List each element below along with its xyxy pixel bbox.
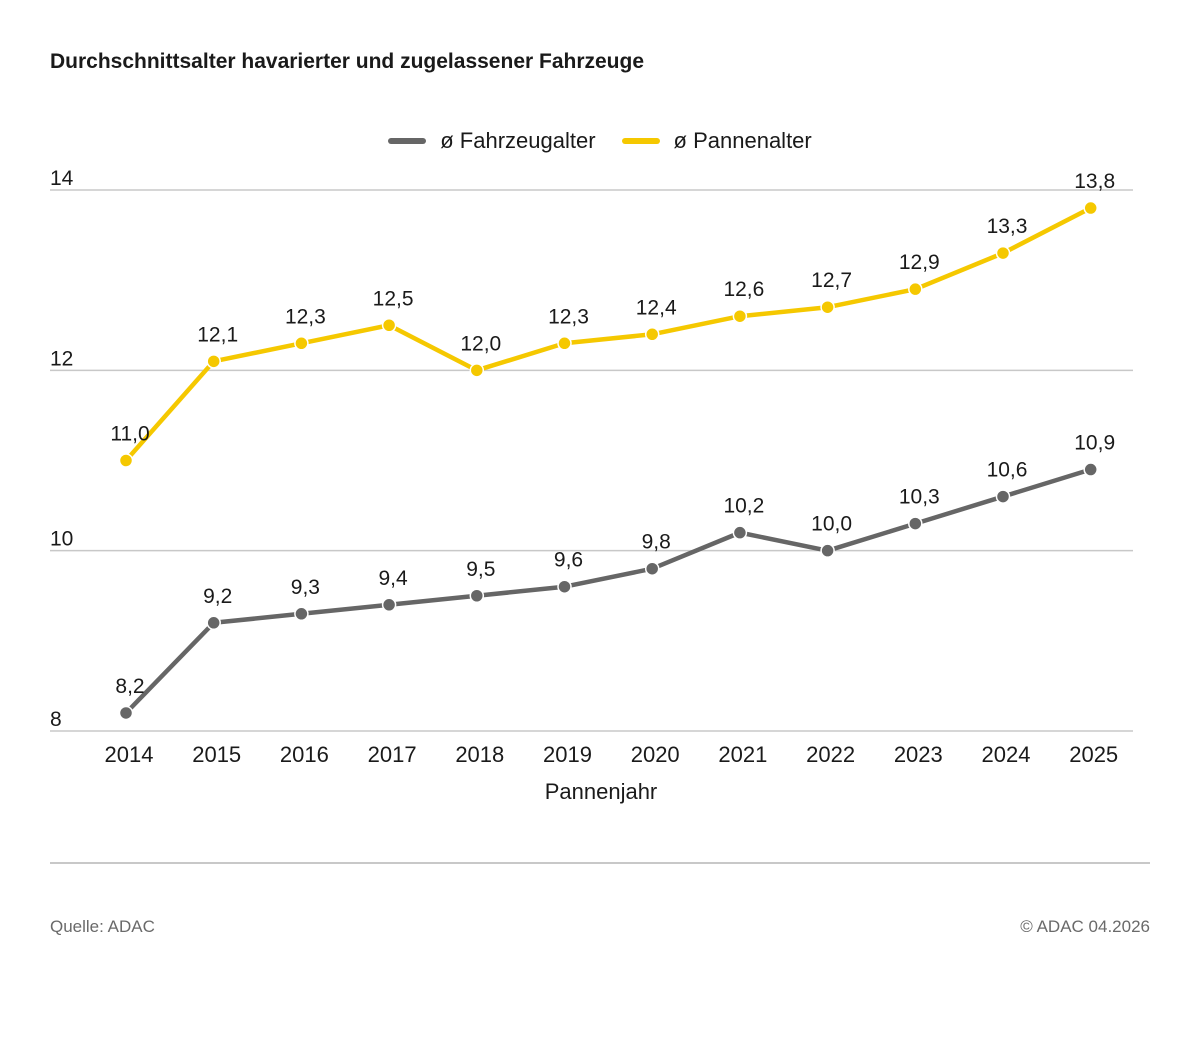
data-label-fahrzeugalter: 9,6 [554, 549, 583, 572]
copyright-note: © ADAC 04.2026 [1020, 917, 1150, 936]
data-point-fahrzeugalter [995, 489, 1011, 504]
data-label-fahrzeugalter: 8,2 [115, 675, 144, 698]
chart-title: Durchschnittsalter havarierter und zugel… [50, 50, 645, 73]
data-label-pannenalter: 13,8 [1074, 170, 1115, 193]
data-label-fahrzeugalter: 9,5 [466, 558, 495, 581]
x-tick-label: 2015 [192, 742, 241, 767]
data-point-fahrzeugalter [118, 705, 134, 721]
x-tick-label: 2024 [982, 742, 1031, 767]
y-tick-label: 14 [50, 167, 74, 190]
x-tick-label: 2023 [894, 742, 943, 767]
data-point-pannenalter [644, 327, 660, 342]
y-tick-label: 8 [50, 708, 62, 731]
data-point-fahrzeugalter [908, 516, 923, 531]
data-label-pannenalter: 12,4 [636, 296, 677, 319]
footer-divider [50, 862, 1150, 864]
data-label-pannenalter: 12,5 [373, 287, 414, 310]
data-point-fahrzeugalter [557, 579, 572, 594]
y-tick-label: 12 [50, 347, 73, 370]
legend-swatch-fahrzeugalter [388, 138, 427, 144]
data-point-pannenalter [206, 354, 221, 369]
data-point-pannenalter [820, 299, 835, 315]
x-tick-label: 2017 [368, 742, 417, 767]
data-label-pannenalter: 13,3 [987, 215, 1028, 238]
data-label-fahrzeugalter: 10,3 [899, 486, 940, 509]
x-tick-label: 2022 [806, 742, 855, 767]
x-tick-label: 2025 [1069, 742, 1118, 767]
legend-swatch-pannenalter [621, 138, 660, 144]
data-point-pannenalter [118, 453, 134, 468]
series-line-fahrzeugalter [123, 467, 1093, 716]
data-label-fahrzeugalter: 10,2 [723, 495, 764, 518]
source-note: Quelle: ADAC [50, 917, 155, 936]
y-tick-label: 10 [50, 528, 73, 551]
data-point-fahrzeugalter [469, 588, 485, 603]
data-point-pannenalter [469, 363, 485, 378]
line-chart: 8 10 12 14 2014 2015 2016 2017 2018 2019 2020 2021 2… [50, 167, 1133, 804]
data-point-pannenalter [732, 308, 748, 324]
data-label-pannenalter: 12,3 [548, 305, 589, 328]
x-tick-label: 2018 [455, 742, 504, 767]
data-label-pannenalter: 12,0 [460, 332, 501, 355]
data-label-pannenalter: 12,6 [723, 278, 764, 301]
data-label-fahrzeugalter: 10,0 [811, 513, 852, 536]
data-label-pannenalter: 12,1 [197, 323, 238, 346]
data-point-pannenalter [381, 318, 397, 333]
data-label-fahrzeugalter: 9,2 [203, 585, 232, 608]
data-label-fahrzeugalter: 9,3 [291, 576, 320, 599]
data-point-pannenalter [995, 245, 1011, 261]
series-line-pannenalter [123, 205, 1093, 463]
data-label-pannenalter: 12,3 [285, 305, 326, 328]
data-point-fahrzeugalter [206, 615, 221, 631]
data-point-fahrzeugalter [644, 561, 660, 576]
data-point-pannenalter [908, 281, 923, 297]
x-tick-label: 2016 [280, 742, 329, 767]
legend-item-fahrzeugalter: ø Fahrzeugalter [388, 128, 596, 154]
data-point-fahrzeugalter [820, 543, 835, 558]
x-tick-label: 2021 [718, 742, 767, 767]
legend-label-pannenalter: ø Pannenalter [673, 128, 812, 153]
data-label-pannenalter: 12,9 [899, 251, 940, 274]
data-point-pannenalter [1083, 200, 1098, 216]
data-label-fahrzeugalter: 10,6 [987, 459, 1028, 482]
data-label-pannenalter: 11,0 [110, 423, 149, 446]
x-axis-label: Pannenjahr [545, 779, 658, 804]
data-point-fahrzeugalter [381, 597, 397, 613]
data-point-fahrzeugalter [1083, 462, 1098, 477]
legend: ø Fahrzeugalter ø Pannenalter [0, 128, 1200, 154]
data-label-fahrzeugalter: 10,9 [1074, 432, 1115, 455]
legend-item-pannenalter: ø Pannenalter [621, 128, 812, 154]
data-label-fahrzeugalter: 9,4 [378, 567, 408, 590]
data-point-fahrzeugalter [732, 525, 748, 540]
x-tick-label: 2014 [105, 742, 154, 767]
data-label-pannenalter: 12,7 [811, 269, 852, 292]
x-tick-label: 2019 [543, 742, 592, 767]
x-tick-label: 2020 [631, 742, 680, 767]
data-point-pannenalter [557, 336, 572, 351]
data-label-fahrzeugalter: 9,8 [642, 531, 671, 554]
data-point-fahrzeugalter [294, 606, 309, 622]
legend-label-fahrzeugalter: ø Fahrzeugalter [440, 128, 596, 153]
data-point-pannenalter [294, 336, 309, 351]
